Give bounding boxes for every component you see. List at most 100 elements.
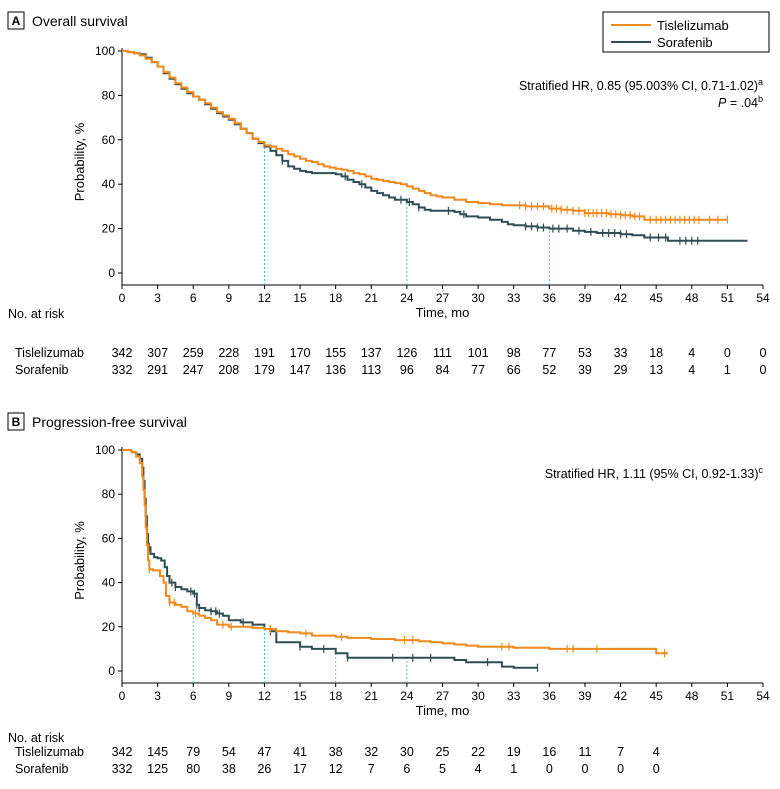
- x-tick-label: 12: [258, 689, 272, 703]
- x-tick-label: 42: [614, 689, 628, 703]
- legend-label-tislelizumab: Tislelizumab: [657, 18, 729, 33]
- risk-count: 228: [218, 346, 239, 360]
- panel-b-title: Progression-free survival: [32, 414, 187, 430]
- x-tick-label: 33: [507, 689, 521, 703]
- panel-a-letter-box: [7, 11, 25, 30]
- x-tick-label: 0: [119, 291, 126, 305]
- risk-count: 79: [186, 745, 200, 759]
- legend: Tislelizumab Sorafenib: [602, 11, 770, 53]
- risk-count: 53: [578, 346, 592, 360]
- x-tick-label: 0: [119, 689, 126, 703]
- risk-count: 0: [581, 762, 588, 776]
- x-tick-label: 51: [721, 689, 735, 703]
- risk-row-label-tislelizumab: Tislelizumab: [15, 346, 84, 360]
- risk-count: 332: [112, 363, 133, 377]
- risk-count: 32: [364, 745, 378, 759]
- risk-count: 247: [183, 363, 204, 377]
- panel-a-p-text: P = .04b: [718, 94, 763, 110]
- panel-b-annotation: Stratified HR, 1.11 (95% CI, 0.92-1.33)c: [545, 465, 764, 481]
- x-axis-label: Time, mo: [416, 305, 470, 320]
- risk-count: 4: [688, 363, 695, 377]
- risk-count: 33: [614, 346, 628, 360]
- x-tick-label: 48: [685, 689, 699, 703]
- risk-count: 12: [329, 762, 343, 776]
- risk-count: 38: [222, 762, 236, 776]
- x-tick-label: 42: [614, 291, 628, 305]
- x-tick-label: 54: [756, 291, 770, 305]
- x-tick-label: 24: [400, 291, 414, 305]
- x-tick-label: 54: [756, 689, 770, 703]
- risk-count: 125: [147, 762, 168, 776]
- risk-row-label-tislelizumab: Tislelizumab: [15, 745, 84, 759]
- risk-count: 22: [471, 745, 485, 759]
- risk-count: 30: [400, 745, 414, 759]
- y-tick-label: 20: [102, 620, 116, 634]
- risk-count: 66: [507, 363, 521, 377]
- risk-count: 0: [760, 346, 767, 360]
- x-tick-label: 30: [471, 291, 485, 305]
- risk-count: 96: [400, 363, 414, 377]
- panel-b-letter: B: [12, 415, 21, 429]
- series-tislelizumab: [122, 449, 668, 658]
- x-tick-label: 36: [543, 689, 557, 703]
- panel-b-risk-table: Tislelizumab 342 145 79 54 47 41 38 32 30 25 22 19 16…: [15, 745, 660, 776]
- y-tick-label: 80: [102, 88, 116, 102]
- risk-count: 0: [760, 363, 767, 377]
- risk-count: 25: [436, 745, 450, 759]
- risk-count: 5: [439, 762, 446, 776]
- panel-a-risk-table: Tislelizumab 342 307 259 228 191 170 155 137 126 1…: [15, 346, 767, 377]
- risk-count: 332: [112, 762, 133, 776]
- risk-count: 0: [653, 762, 660, 776]
- panel-a-plot: 0 3 6 9 12 15 18 21 24 27 30 33 36 39 42 45 48 51 54020406…: [72, 44, 770, 320]
- risk-count: 342: [112, 346, 133, 360]
- risk-count: 179: [254, 363, 275, 377]
- risk-count: 80: [186, 762, 200, 776]
- panel-a-letter: A: [12, 14, 21, 28]
- y-axis-label: Probability, %: [72, 122, 87, 201]
- x-tick-label: 3: [154, 291, 161, 305]
- panel-b-header: B Progression-free survival: [7, 412, 187, 431]
- x-tick-label: 6: [190, 291, 197, 305]
- survival-curve-sorafenib: [122, 449, 538, 669]
- x-tick-label: 9: [225, 291, 232, 305]
- risk-count: 291: [147, 363, 168, 377]
- risk-count: 191: [254, 346, 275, 360]
- x-tick-label: 18: [329, 689, 343, 703]
- risk-row-label-sorafenib: Sorafenib: [15, 363, 69, 377]
- x-tick-label: 45: [649, 291, 663, 305]
- risk-count: 0: [724, 346, 731, 360]
- x-axis-label: Time, mo: [416, 703, 470, 718]
- risk-count: 38: [329, 745, 343, 759]
- risk-count: 18: [649, 346, 663, 360]
- x-tick-label: 30: [471, 689, 485, 703]
- risk-count: 137: [361, 346, 382, 360]
- risk-count: 84: [436, 363, 450, 377]
- x-tick-label: 18: [329, 291, 343, 305]
- risk-count: 41: [293, 745, 307, 759]
- risk-count: 111: [433, 346, 452, 360]
- risk-count: 113: [361, 363, 381, 377]
- risk-count: 7: [368, 762, 375, 776]
- panel-a-risk-title: No. at risk: [8, 307, 65, 321]
- risk-count: 208: [218, 363, 239, 377]
- risk-count: 29: [614, 363, 628, 377]
- risk-count: 0: [617, 762, 624, 776]
- legend-label-sorafenib: Sorafenib: [657, 35, 713, 50]
- x-tick-label: 27: [436, 689, 450, 703]
- risk-count: 145: [147, 745, 168, 759]
- x-tick-label: 21: [365, 689, 379, 703]
- x-tick-label: 39: [578, 291, 592, 305]
- y-tick-label: 0: [108, 664, 115, 678]
- risk-count: 54: [222, 745, 236, 759]
- risk-count: 126: [396, 346, 417, 360]
- survival-curve-tislelizumab: [122, 50, 728, 221]
- panel-a-header: A Overall survival: [7, 11, 128, 30]
- risk-count: 19: [507, 745, 521, 759]
- series-sorafenib: [122, 449, 539, 672]
- x-tick-label: 24: [400, 689, 414, 703]
- panel-a-title: Overall survival: [32, 13, 128, 29]
- x-tick-label: 51: [721, 291, 735, 305]
- y-tick-label: 40: [102, 576, 116, 590]
- x-tick-label: 12: [258, 291, 272, 305]
